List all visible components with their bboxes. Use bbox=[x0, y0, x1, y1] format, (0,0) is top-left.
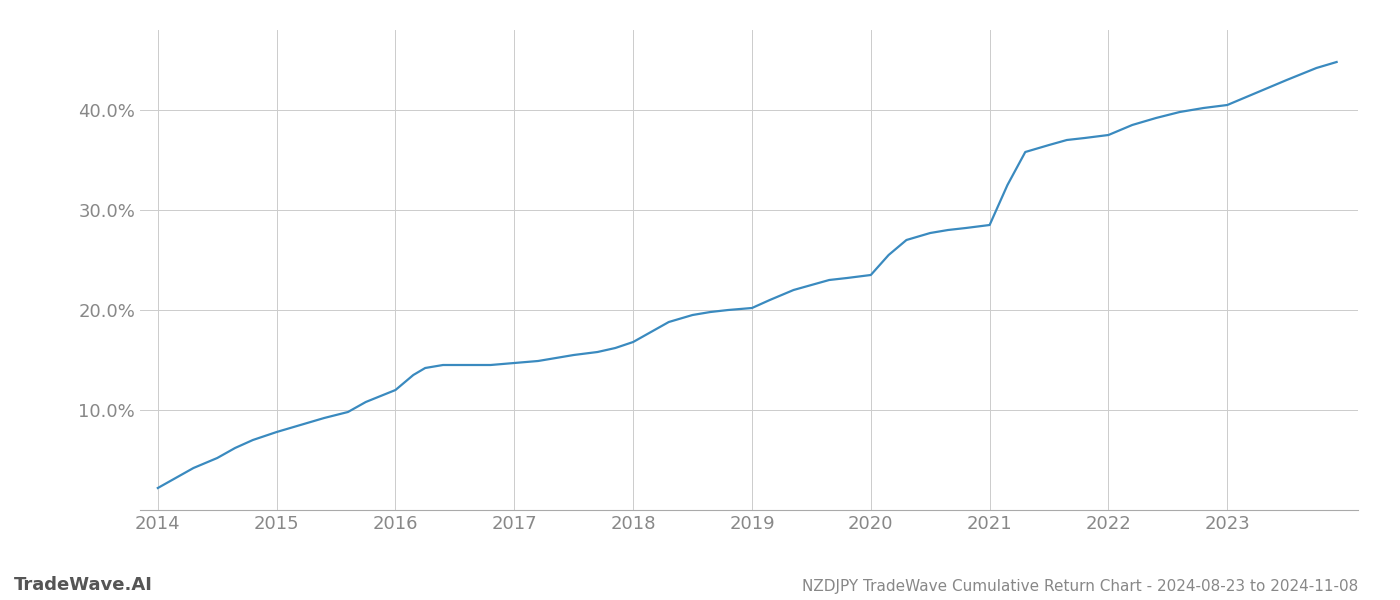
Text: NZDJPY TradeWave Cumulative Return Chart - 2024-08-23 to 2024-11-08: NZDJPY TradeWave Cumulative Return Chart… bbox=[802, 579, 1358, 594]
Text: TradeWave.AI: TradeWave.AI bbox=[14, 576, 153, 594]
